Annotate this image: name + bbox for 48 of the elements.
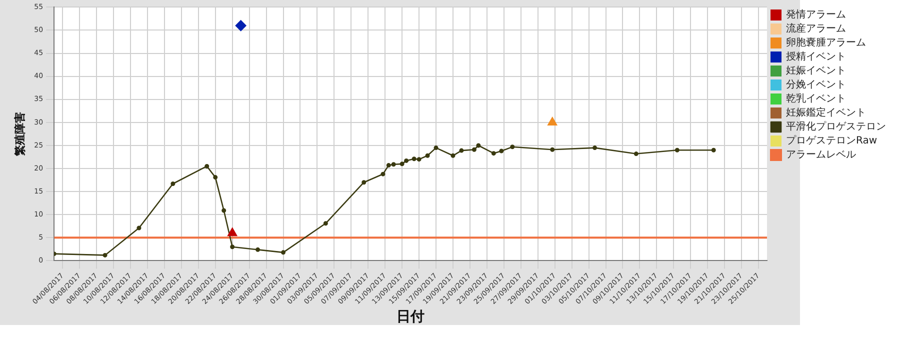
point (386, 163, 391, 168)
point (434, 146, 438, 150)
legend-label: 卵胞嚢腫アラーム (786, 36, 866, 49)
point (235, 20, 246, 32)
x-axis-title: 日付 (396, 309, 425, 326)
point (281, 250, 286, 255)
point (404, 158, 409, 163)
point (592, 146, 598, 150)
point (323, 221, 328, 226)
y-axis-title: 繁殖障害 (13, 112, 26, 157)
legend-label: アラームレベル (786, 150, 856, 161)
legend-label: 乾乳イベント (786, 92, 846, 105)
point (499, 148, 504, 154)
point (711, 148, 716, 152)
point (450, 153, 456, 158)
point (391, 162, 396, 167)
point (213, 175, 218, 180)
legend-label: 妊娠イベント (786, 66, 846, 77)
point (634, 152, 638, 156)
legend-label: 流産アラーム (786, 22, 846, 35)
point (459, 148, 464, 153)
legend-label: 発情アラーム (786, 8, 846, 21)
point (400, 162, 404, 166)
point (412, 156, 416, 162)
point (102, 252, 108, 258)
legend-label: 平滑化プロゲステロン (786, 120, 886, 133)
point (256, 247, 260, 252)
point (170, 182, 176, 186)
point (491, 151, 496, 156)
legend-label: 妊娠鑑定イベント (786, 106, 866, 119)
legend-label: プロゲステロンRaw (786, 134, 878, 147)
point (380, 172, 386, 176)
point (548, 116, 558, 126)
point (136, 226, 142, 230)
point (674, 148, 680, 152)
point (476, 143, 481, 148)
point (204, 164, 210, 168)
point (362, 180, 366, 185)
point (230, 244, 235, 250)
legend-label: 分娩イベント (786, 78, 846, 91)
point (416, 157, 422, 162)
point (228, 228, 238, 236)
point (472, 147, 476, 152)
point (222, 208, 226, 213)
point (550, 147, 555, 152)
point (425, 153, 430, 158)
point (510, 144, 515, 150)
legend-label: 授精イベント (786, 50, 846, 63)
